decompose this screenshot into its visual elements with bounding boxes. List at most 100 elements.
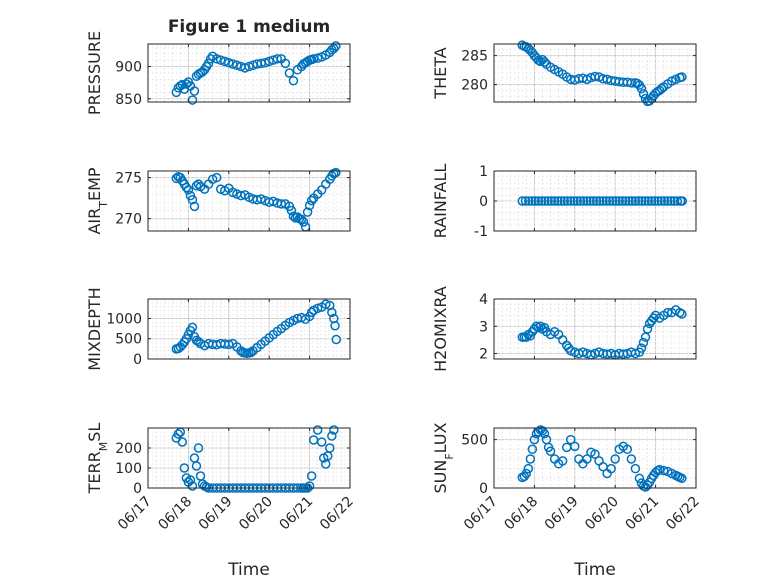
x-tick-label: 06/22 [317,494,357,534]
data-point [272,54,283,64]
y-tick-label: 1 [479,164,488,180]
x-tick-label: 06/19 [196,494,236,534]
data-point [575,196,586,206]
data-point [640,196,650,206]
data-point [590,449,600,459]
x-tick-label: 06/21 [277,494,317,534]
data-point [546,196,557,206]
data-point [520,196,531,206]
x-tick-label: 06/18 [155,494,195,534]
data-point [529,434,540,445]
data-point [595,196,605,206]
data-point [591,196,602,206]
data-point [205,54,216,64]
data-point [572,196,582,206]
axes-box [493,427,697,489]
data-point [302,207,313,217]
data-point [545,446,556,456]
x-tick-label: 06/19 [542,494,582,534]
data-point [306,195,317,206]
data-point [244,61,254,72]
data-point [189,453,200,463]
x-axis-label: Time [573,560,616,580]
data-point [633,196,644,206]
y-axis-label: AIRTEMP [85,167,110,234]
data-point [662,196,673,206]
data-point [189,201,200,212]
y-tick-label: 0 [479,194,488,210]
data-point [622,444,633,455]
data-point [224,57,234,68]
data-point [331,41,341,51]
data-point [539,429,550,439]
data-point [559,196,570,206]
data-point [327,431,337,441]
subplot-air_temp: 270 275 AIRTEMP [85,167,351,235]
data-point [521,332,532,342]
data-point [677,196,688,206]
data-point [276,199,287,209]
data-point [246,347,256,358]
data-point [330,321,340,331]
data-point [521,468,532,479]
data-point [284,68,295,78]
x-axis-label: Time [227,560,270,580]
data-point [536,196,547,206]
data-point [624,196,634,206]
y-axis-label: THETA [431,47,450,99]
data-point [224,339,234,350]
data-point [620,196,631,206]
y-axis-label: PRESSURE [85,31,104,115]
axes-box [493,298,697,360]
data-point [630,196,641,206]
data-point [553,196,563,206]
data-point [215,55,226,65]
data-point [658,465,669,476]
data-point [527,444,538,455]
data-point [232,60,242,71]
data-point [181,182,192,193]
data-point [220,56,230,67]
y-tick-label: 3 [479,319,488,335]
subplot-theta: 280 285 THETA [431,40,697,107]
data-point [325,443,335,453]
data-point [312,303,323,314]
data-point [638,337,649,348]
data-point [677,473,687,484]
subplot-h2omixra: 2 3 4 H2OMIXRA [431,286,697,372]
data-point [191,181,202,191]
data-point [630,348,641,359]
data-point [626,454,637,464]
data-point [662,307,673,318]
y-tick-label: 900 [115,60,142,76]
y-axis-label: TERRMSL [85,423,110,495]
y-axis-label: RAINFALL [431,164,450,239]
data-point [582,454,592,464]
data-point [636,83,647,94]
data-point [659,196,670,206]
data-point [601,196,612,206]
data-point [288,75,299,86]
data-point [578,347,588,357]
data-point [630,463,641,474]
y-tick-label: 2 [479,347,488,363]
x-tick-label: 06/17 [461,494,501,534]
y-tick-label: 100 [115,461,142,477]
subplot-pressure: 850 900 PRESSURE Figure 1 medium [85,17,351,115]
data-point [179,463,190,473]
data-point [666,196,676,206]
axes-box [147,43,351,103]
y-tick-label: 285 [461,49,488,65]
data-point [187,195,198,205]
y-tick-label: 1000 [106,311,142,327]
data-point [312,425,323,435]
data-point [540,196,550,206]
subplot-rainfall: -1 0 1 RAINFALL [431,164,697,240]
y-tick-label: 275 [115,171,142,187]
data-point [646,196,657,206]
data-point [656,196,667,206]
data-point [316,437,327,447]
data-point [533,196,544,206]
data-point [517,196,528,206]
